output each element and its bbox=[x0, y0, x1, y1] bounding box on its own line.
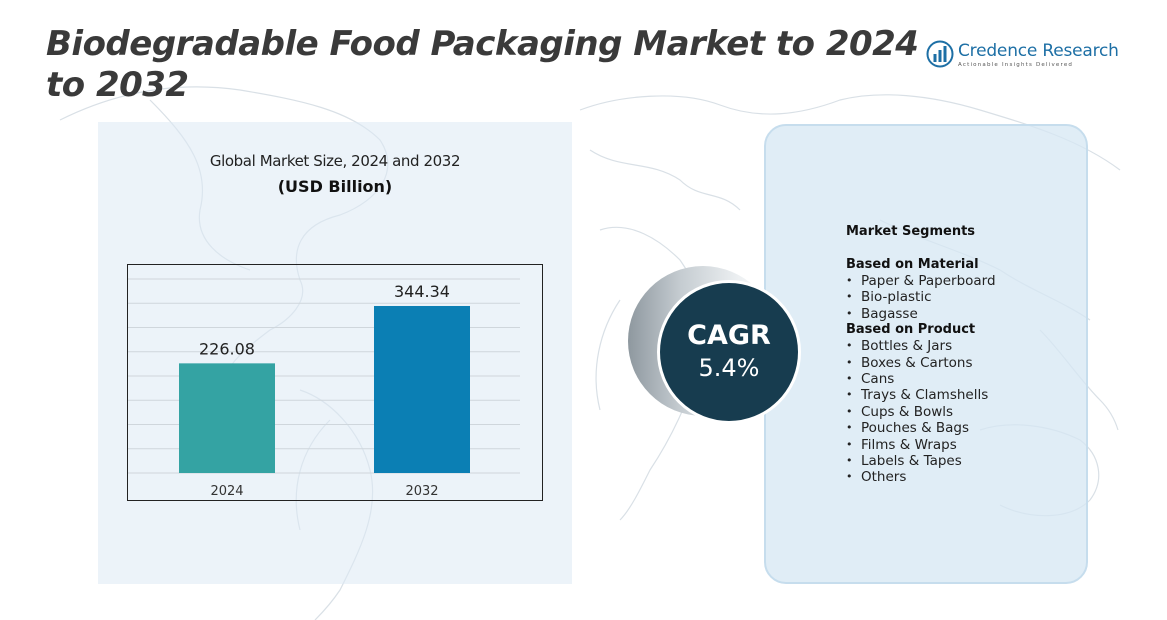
cagr-value: 5.4% bbox=[698, 354, 760, 382]
segment-item: Boxes & Cartons bbox=[846, 355, 996, 372]
logo-name: Credence Research bbox=[958, 40, 1119, 61]
segment-item: Cans bbox=[846, 371, 996, 388]
data-label-2032: 344.34 bbox=[394, 282, 450, 301]
segment-group-title: Based on Material bbox=[846, 257, 979, 272]
segment-item: Trays & Clamshells bbox=[846, 387, 996, 404]
market-segments-list: Market Segments Based on MaterialPaper &… bbox=[846, 224, 996, 486]
segment-group-title: Based on Product bbox=[846, 322, 976, 338]
chart-frame bbox=[127, 264, 543, 501]
segment-item: Films & Wraps bbox=[846, 437, 996, 454]
x-tick-2024: 2024 bbox=[210, 484, 243, 499]
logo-tagline: Actionable Insights Delivered bbox=[958, 61, 1074, 68]
segment-item: Pouches & Bags bbox=[846, 420, 996, 437]
segment-item: Paper & Paperboard bbox=[846, 273, 996, 290]
cagr-badge: CAGR 5.4% bbox=[657, 280, 801, 424]
segment-item: Others bbox=[846, 469, 996, 486]
chart-panel bbox=[98, 122, 572, 584]
segment-item: Labels & Tapes bbox=[846, 453, 996, 470]
market-size-bar-chart: 226.08 2024 344.34 2032 bbox=[127, 264, 543, 501]
segment-item: Cups & Bowls bbox=[846, 404, 996, 421]
cagr-label: CAGR bbox=[687, 320, 771, 351]
page-title: Biodegradable Food Packaging Market to 2… bbox=[46, 24, 919, 105]
segments-heading: Market Segments bbox=[846, 224, 976, 239]
segment-item: Bagasse bbox=[846, 306, 996, 323]
chart-title: Global Market Size, 2024 and 2032 bbox=[209, 152, 461, 170]
segment-item: Bio-plastic bbox=[846, 289, 996, 306]
credence-research-logo: Credence Research Actionable Insights De… bbox=[926, 40, 1119, 68]
logo-icon bbox=[926, 40, 954, 68]
chart-subtitle: (USD Billion) bbox=[277, 177, 393, 196]
segment-item: Bottles & Jars bbox=[846, 338, 996, 355]
data-label-2024: 226.08 bbox=[199, 339, 255, 358]
bar-2024 bbox=[179, 363, 275, 473]
x-tick-2032: 2032 bbox=[405, 484, 438, 499]
bar-2032 bbox=[374, 305, 470, 473]
